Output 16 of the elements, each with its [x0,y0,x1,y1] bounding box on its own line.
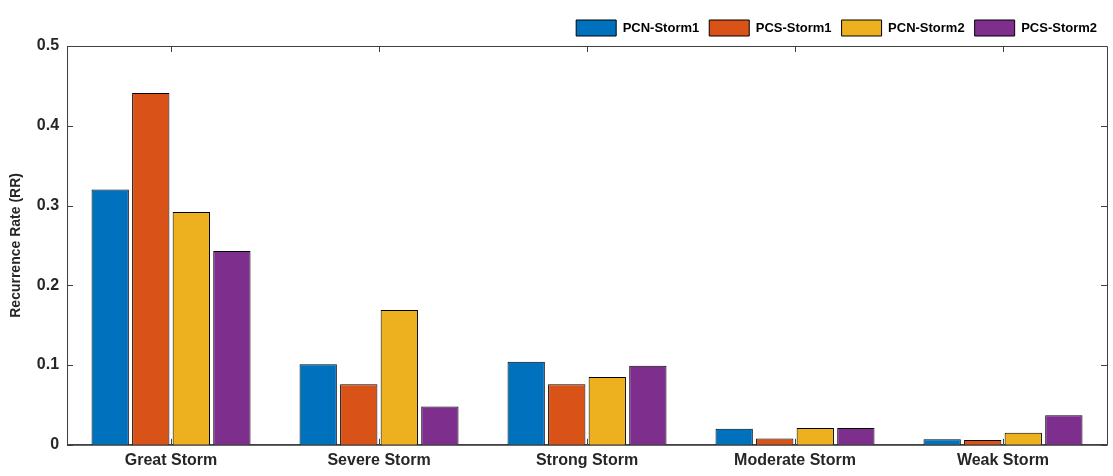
y-tick-label: 0.3 [36,195,60,213]
x-tick-label: Strong Storm [535,450,639,468]
x-tick-label: Weak Storm [956,450,1050,468]
y-tick-label: 0.1 [36,355,60,373]
legend-label: PCS-Storm2 [1021,19,1098,35]
y-axis-title: Recurrence Rate (RR) [7,173,24,318]
legend-label: PCN-Storm1 [622,19,700,35]
x-tick-label: Severe Storm [327,450,431,468]
y-tick-label: 0.4 [36,116,60,134]
x-tick-label: Moderate Storm [734,450,856,468]
y-tick-label: 0.2 [36,275,60,293]
y-tick-label: 0 [50,435,60,453]
legend-label: PCN-Storm2 [888,19,965,35]
x-tick-label: Great Storm [124,450,218,468]
legend-label: PCS-Storm1 [755,19,832,35]
y-tick-label: 0.5 [36,36,60,54]
